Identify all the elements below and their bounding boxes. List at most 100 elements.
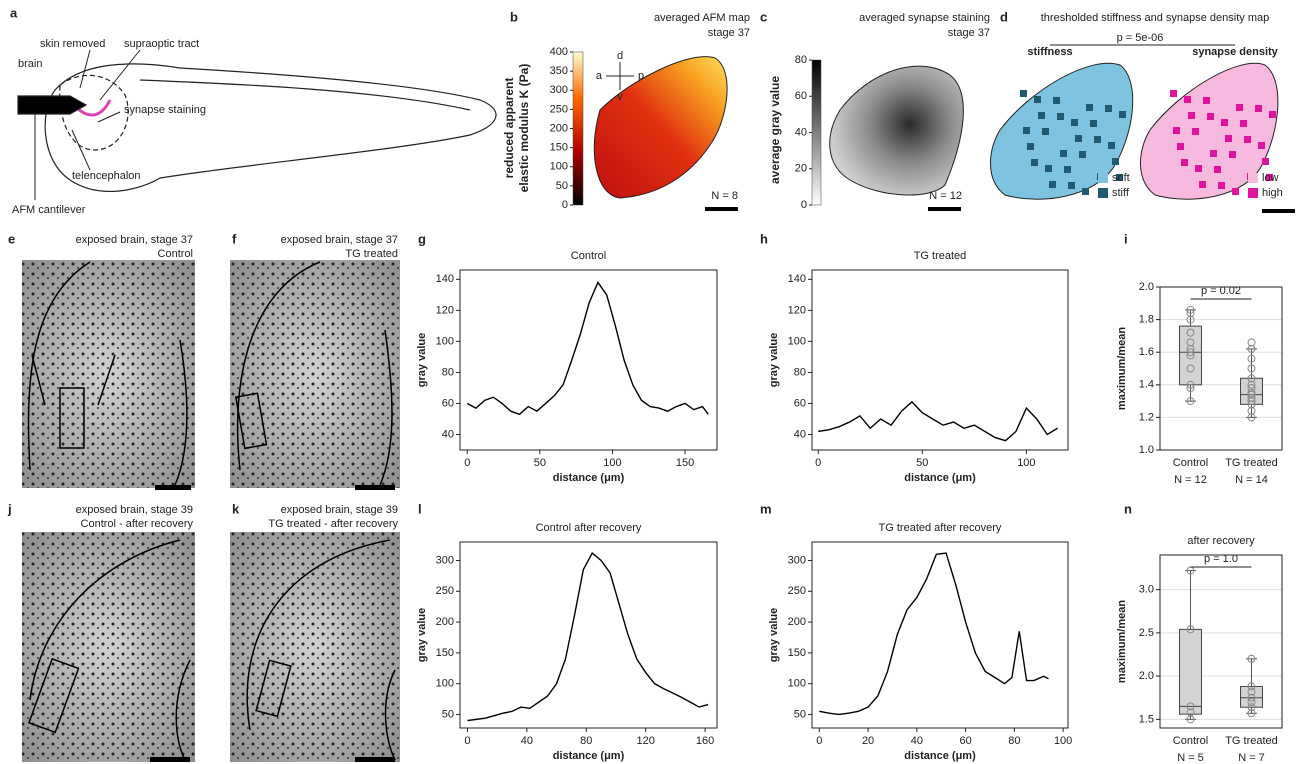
x-tick-label: 0	[464, 457, 470, 469]
y-tick-label: 3.0	[1139, 584, 1154, 596]
data-point	[1186, 625, 1195, 634]
grid-cell	[1255, 105, 1262, 112]
panel-letter: d	[1000, 9, 1008, 24]
colorbar-tick-label: 0	[801, 199, 807, 211]
grid-cell	[1071, 119, 1078, 126]
x-tick-label: 0	[464, 735, 470, 747]
grid-cell	[1053, 97, 1060, 104]
x-axis-title: distance (μm)	[904, 750, 976, 762]
chart-title: Control	[571, 250, 606, 262]
y-tick-label: 80	[794, 366, 806, 378]
y-tick-label: 140	[788, 273, 806, 285]
box	[1179, 628, 1202, 715]
image-subtitle: TG treated	[345, 248, 398, 260]
grid-cell	[1049, 181, 1056, 188]
skin-removed-outline	[59, 74, 129, 151]
colorbar-tick-label: 0	[562, 199, 568, 211]
tail-line	[139, 79, 471, 111]
data-point	[1186, 364, 1195, 373]
grid-cell	[1188, 112, 1195, 119]
panel-subtitle: stage 37	[948, 27, 990, 39]
y-tick-label: 1.5	[1139, 713, 1154, 725]
y-axis-title: maximum/mean	[1116, 327, 1128, 410]
y-tick-label: 250	[788, 585, 806, 597]
panel-letter: b	[510, 9, 518, 24]
data-point	[1247, 703, 1256, 712]
colorbar-tick-label: 50	[556, 180, 568, 192]
data-point	[1247, 364, 1256, 373]
grid-cell	[1086, 104, 1093, 111]
y-tick-label: 60	[442, 397, 454, 409]
data-point	[1186, 708, 1195, 717]
grid-cell	[1108, 142, 1115, 149]
p-value: p = 5e-06	[1117, 32, 1164, 44]
grid-cell	[1094, 136, 1101, 143]
colorbar-label: average gray value	[768, 76, 782, 184]
grid-cell	[1221, 119, 1228, 126]
colorbar-label: elastic modulus K (Pa)	[517, 64, 531, 193]
panel-letter: h	[760, 231, 768, 246]
legend-label: soft	[1112, 172, 1130, 184]
x-axis-title: distance (μm)	[904, 472, 976, 484]
legend-label: high	[1262, 187, 1283, 199]
leader	[79, 49, 91, 89]
x-tick-label: TG treated	[1225, 457, 1278, 469]
count-label: N = 14	[1235, 474, 1268, 486]
grid-cell	[1042, 128, 1049, 135]
diagram-label: brain	[18, 58, 42, 70]
data-point	[1186, 384, 1195, 393]
scale-bar	[928, 207, 961, 211]
scale-bar	[705, 207, 738, 211]
panel-title: averaged AFM map	[654, 12, 750, 24]
x-tick-label: 80	[1008, 735, 1020, 747]
y-tick-label: 100	[788, 678, 806, 690]
micrograph-texture	[230, 260, 400, 488]
diagram-label: telencephalon	[72, 170, 141, 182]
y-tick-label: 40	[794, 428, 806, 440]
legend-swatch	[1098, 188, 1108, 198]
grid-cell	[1266, 174, 1273, 181]
colorbar	[811, 59, 822, 206]
x-tick-label: 100	[1017, 457, 1035, 469]
y-tick-label: 1.2	[1139, 411, 1154, 423]
data-point	[1186, 338, 1195, 347]
y-tick-label: 100	[436, 335, 454, 347]
p-value: p = 0.02	[1201, 285, 1241, 297]
y-tick-label: 140	[436, 273, 454, 285]
micrograph-texture	[230, 532, 400, 762]
grid-cell	[1116, 174, 1123, 181]
x-tick-label: 40	[911, 735, 923, 747]
y-tick-label: 120	[436, 304, 454, 316]
y-tick-label: 2.0	[1139, 281, 1154, 293]
grid-cell	[1210, 150, 1217, 157]
x-tick-label: 160	[696, 735, 714, 747]
p-value: p = 1.0	[1204, 553, 1238, 565]
grid-cell	[1269, 111, 1276, 118]
data-point	[1247, 709, 1256, 718]
leader	[71, 129, 91, 171]
synapse-heatmap	[829, 65, 964, 196]
data-point	[1186, 702, 1195, 711]
x-axis-title: distance (μm)	[553, 472, 625, 484]
image-subtitle: Control - after recovery	[81, 518, 194, 530]
data-point	[1186, 309, 1195, 318]
grid-cell	[1075, 135, 1082, 142]
grid-cell	[1177, 143, 1184, 150]
grid-cell	[1045, 165, 1052, 172]
plot-frame	[811, 269, 1069, 451]
data-point	[1186, 380, 1195, 389]
diagram-label: skin removed	[40, 38, 105, 50]
image-title: exposed brain, stage 37	[76, 234, 193, 246]
y-tick-label: 50	[442, 708, 454, 720]
grid-cell	[1105, 105, 1112, 112]
legend-label: low	[1262, 172, 1279, 184]
data-point	[1247, 682, 1256, 691]
panel-title: thresholded stiffness and synapse densit…	[1041, 12, 1270, 24]
grid-cell	[1034, 96, 1041, 103]
y-axis-title: gray value	[416, 333, 428, 387]
grid-cell	[1244, 136, 1251, 143]
data-point	[1247, 393, 1256, 402]
grid-cell	[1225, 135, 1232, 142]
grid-cell	[1214, 166, 1221, 173]
legend-swatch	[1248, 173, 1258, 183]
